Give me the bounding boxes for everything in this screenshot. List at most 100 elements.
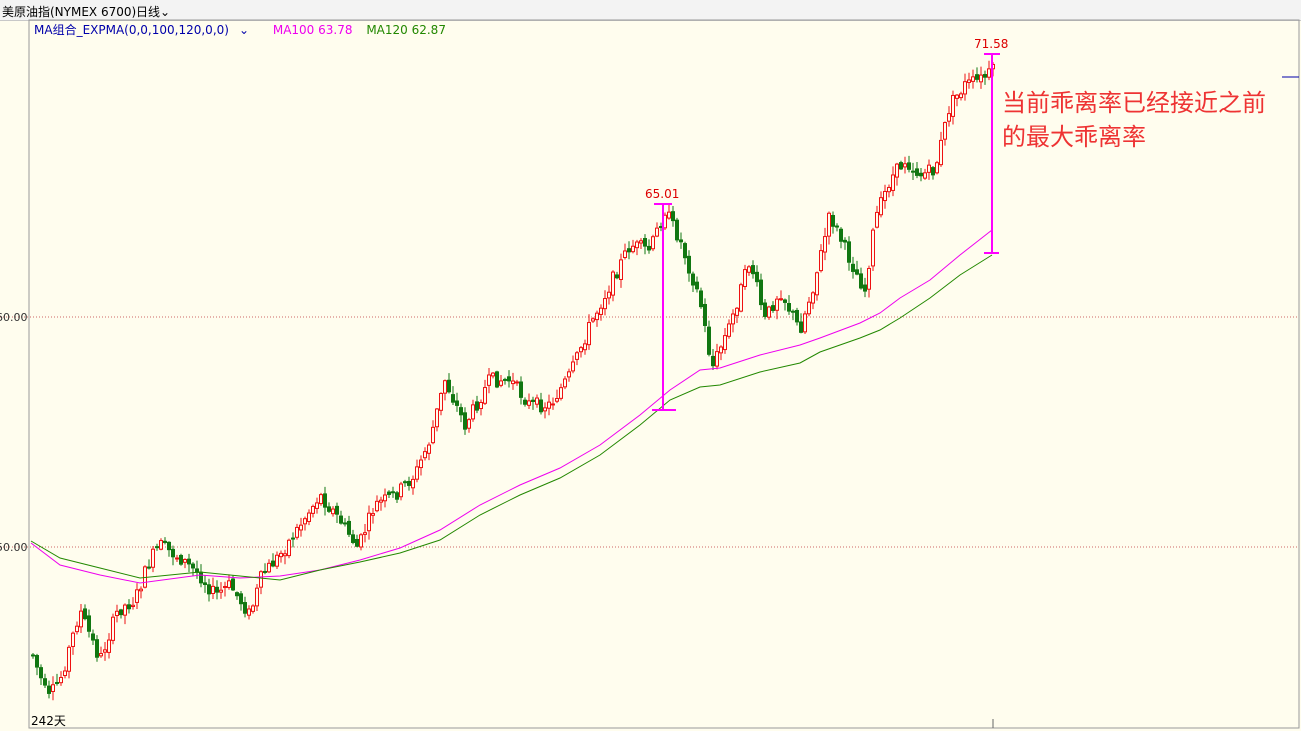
candle-body	[379, 499, 383, 503]
candle-body	[779, 298, 783, 301]
candle-body	[515, 381, 519, 384]
candle-body	[491, 372, 495, 377]
candle-body	[691, 273, 695, 286]
candle-body	[963, 81, 967, 95]
candle-body	[707, 326, 711, 355]
candle-body	[715, 351, 719, 367]
candle-body	[407, 480, 411, 486]
candle-body	[415, 466, 419, 480]
candle-body	[335, 505, 339, 515]
ma120-line	[30, 254, 993, 581]
candle-body	[871, 229, 875, 267]
candle-body	[131, 604, 135, 607]
candle-body	[827, 212, 831, 237]
candle-body	[455, 400, 459, 406]
candle-body	[403, 481, 407, 484]
candle-body	[79, 610, 83, 628]
candle-body	[155, 546, 159, 549]
candle-body	[843, 239, 847, 243]
candle-body	[351, 534, 355, 543]
candle-body	[59, 676, 63, 684]
indicator-name[interactable]: MA组合_EXPMA(0,0,100,120,0,0) ⌄	[34, 23, 250, 37]
candle-body	[523, 399, 527, 405]
candle-body	[519, 381, 523, 398]
candle-body	[971, 76, 975, 82]
candle-body	[203, 582, 207, 586]
candle-body	[99, 653, 103, 657]
candle-body	[627, 248, 631, 253]
candle-body	[159, 540, 163, 550]
candle-body	[387, 491, 391, 495]
candle-body	[267, 562, 271, 573]
candle-body	[611, 271, 615, 296]
period-selector[interactable]: 日线⌄	[136, 3, 170, 20]
candle-body	[535, 397, 539, 405]
candle-body	[91, 633, 95, 641]
candle-body	[943, 122, 947, 140]
candle-body	[679, 239, 683, 243]
candle-body	[747, 266, 751, 273]
candle-body	[807, 301, 811, 315]
candle-body	[223, 585, 227, 589]
candle-body	[399, 483, 403, 498]
candle-body	[635, 241, 639, 249]
candle-body	[647, 245, 651, 251]
candle-body	[955, 94, 959, 99]
candle-body	[115, 610, 119, 617]
candle-body	[851, 263, 855, 272]
candle-body	[39, 667, 43, 679]
candle-body	[719, 346, 723, 354]
candle-body	[503, 378, 507, 381]
candle-body	[847, 241, 851, 263]
candle-body	[599, 307, 603, 315]
candle-body	[391, 491, 395, 494]
candle-body	[475, 401, 479, 411]
candle-body	[183, 559, 187, 563]
annotation-line-1: 当前乖离率已经接近之前	[1002, 89, 1266, 117]
candle-body	[551, 403, 555, 406]
candle-body	[435, 408, 439, 428]
candle-body	[215, 586, 219, 593]
candle-body	[431, 426, 435, 444]
candle-body	[311, 505, 315, 514]
candle-body	[207, 584, 211, 595]
candles-group	[31, 60, 995, 701]
y-tick-label-50: 50.00	[0, 541, 28, 554]
candle-body	[367, 512, 371, 532]
candle-body	[911, 170, 915, 173]
candle-body	[767, 306, 771, 318]
candle-body	[199, 571, 203, 584]
candle-body	[799, 321, 803, 333]
period-count-label: 242天	[31, 714, 66, 728]
symbol-title[interactable]: 美原油指(NYMEX 6700)	[2, 5, 137, 19]
candle-body	[251, 605, 255, 612]
candle-body	[235, 592, 239, 597]
candle-body	[47, 685, 51, 694]
candle-body	[87, 615, 91, 632]
candle-body	[327, 506, 331, 512]
candle-body	[419, 459, 423, 469]
candle-body	[791, 310, 795, 313]
candle-body	[927, 164, 931, 173]
candle-body	[867, 267, 871, 290]
candle-body	[975, 74, 979, 80]
candle-body	[835, 225, 839, 228]
chevron-down-icon: ⌄	[238, 23, 250, 37]
candle-body	[283, 553, 287, 557]
candle-body	[371, 513, 375, 516]
annotation-line-2: 的最大乖离率	[1002, 123, 1146, 151]
candle-body	[339, 515, 343, 524]
candle-body	[727, 323, 731, 337]
candle-body	[639, 240, 643, 244]
candle-body	[743, 269, 747, 287]
candle-body	[307, 512, 311, 522]
candle-body	[151, 548, 155, 568]
candle-body	[43, 678, 47, 686]
candle-body	[451, 394, 455, 403]
candle-body	[71, 632, 75, 647]
candle-body	[359, 534, 363, 548]
candle-body	[135, 589, 139, 603]
candle-body	[187, 558, 191, 565]
candle-body	[731, 313, 735, 325]
